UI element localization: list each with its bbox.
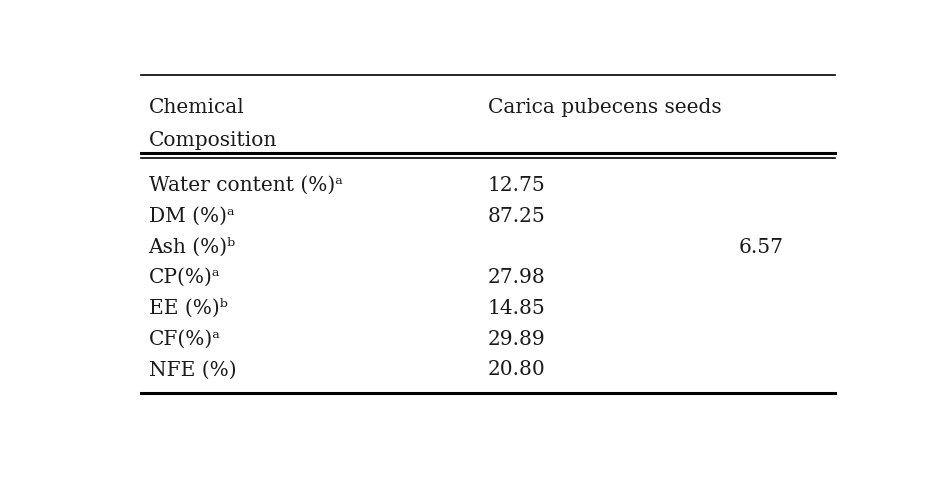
- Text: DM (%)ᵃ: DM (%)ᵃ: [149, 207, 234, 226]
- Text: CP(%)ᵃ: CP(%)ᵃ: [149, 268, 220, 287]
- Text: 12.75: 12.75: [488, 176, 545, 195]
- Text: 20.80: 20.80: [488, 360, 545, 379]
- Text: Water content (%)ᵃ: Water content (%)ᵃ: [149, 176, 343, 195]
- Text: Chemical: Chemical: [149, 98, 245, 117]
- Text: 14.85: 14.85: [488, 299, 545, 318]
- Text: Carica pubecens seeds: Carica pubecens seeds: [488, 98, 722, 117]
- Text: CF(%)ᵃ: CF(%)ᵃ: [149, 330, 221, 348]
- Text: 87.25: 87.25: [488, 207, 545, 226]
- Text: EE (%)ᵇ: EE (%)ᵇ: [149, 299, 228, 318]
- Text: NFE (%): NFE (%): [149, 360, 236, 379]
- Text: 29.89: 29.89: [488, 330, 545, 348]
- Text: Ash (%)ᵇ: Ash (%)ᵇ: [149, 238, 236, 257]
- Text: 27.98: 27.98: [488, 268, 545, 287]
- Text: 6.57: 6.57: [739, 238, 783, 257]
- Text: Composition: Composition: [149, 131, 277, 150]
